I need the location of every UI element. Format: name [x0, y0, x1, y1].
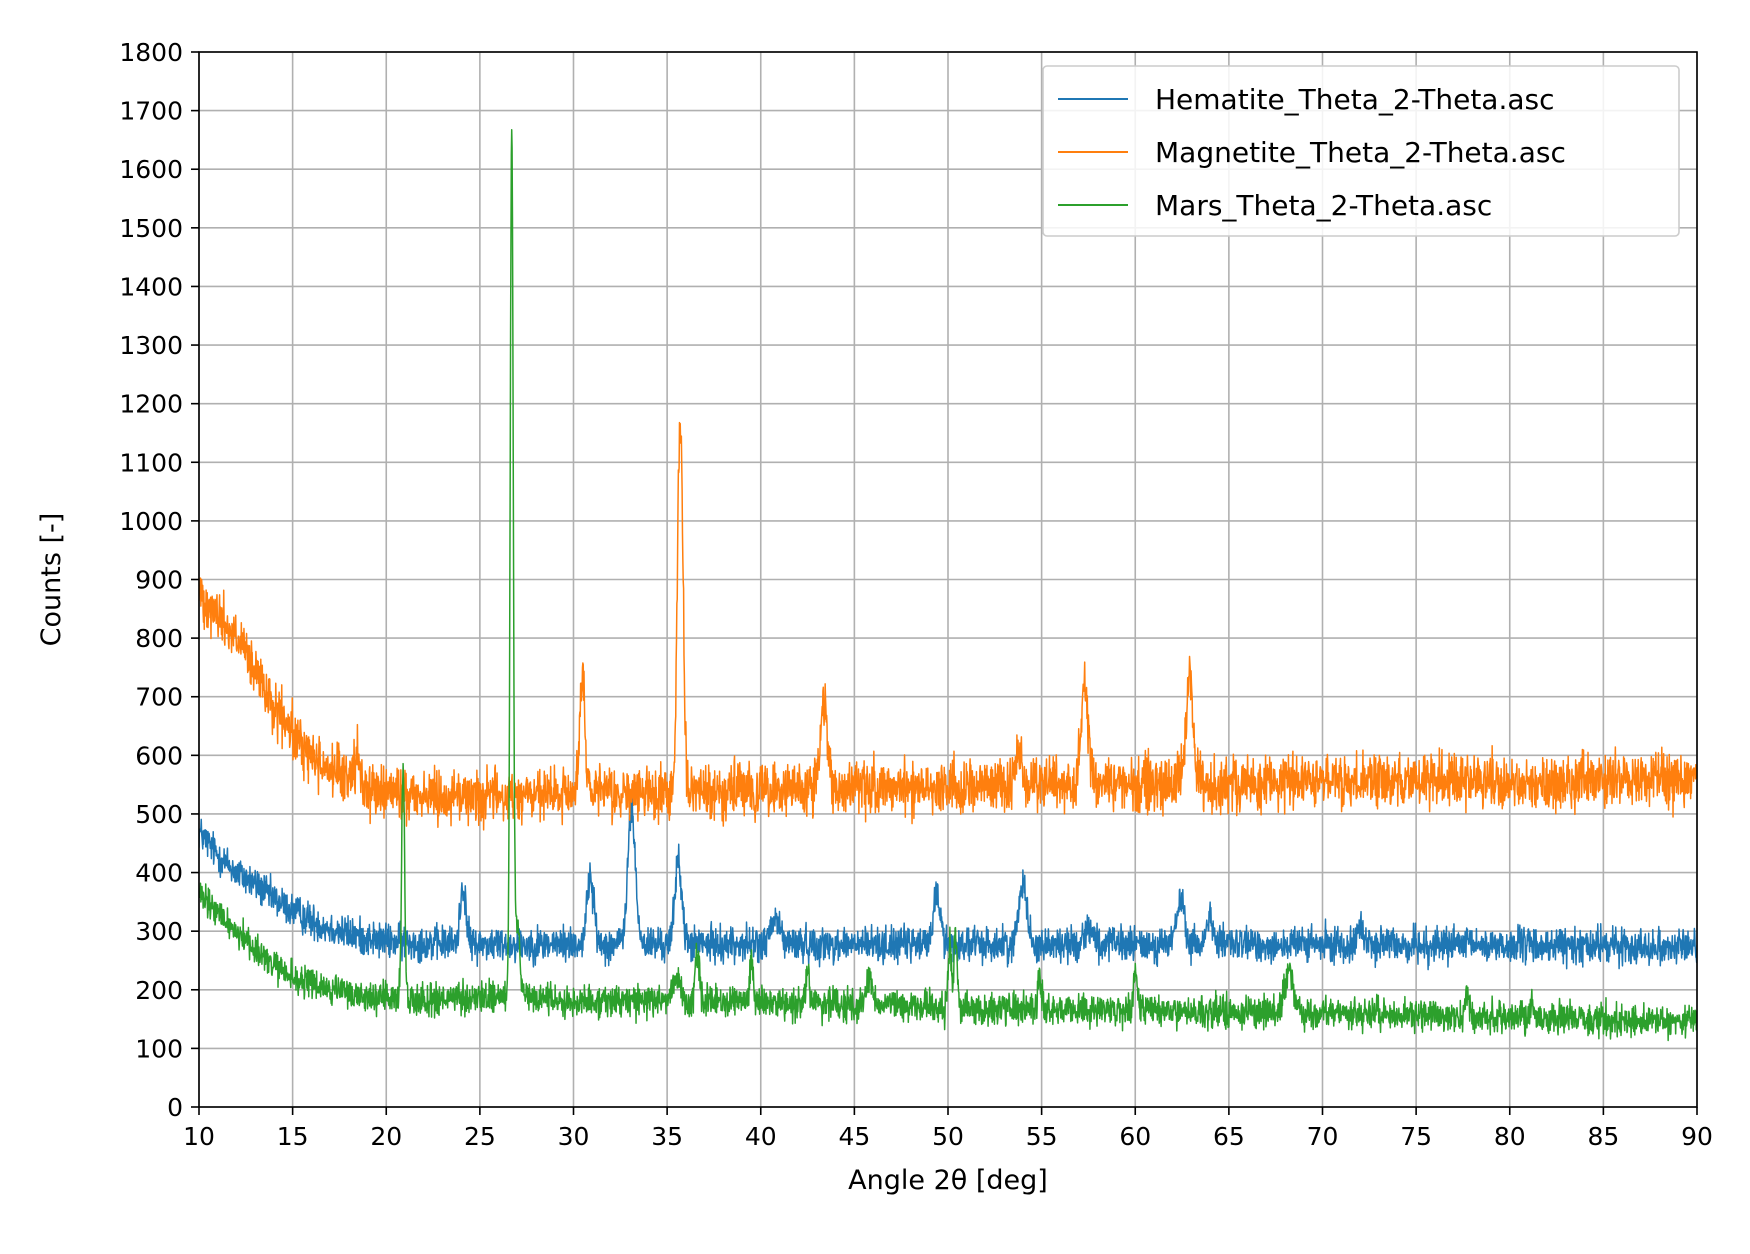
y-tick-label: 200: [135, 976, 183, 1005]
y-tick-label: 1500: [119, 214, 183, 243]
y-tick-label: 1200: [119, 390, 183, 419]
x-axis-label: Angle 2θ [deg]: [848, 1165, 1048, 1196]
series-line-2: [199, 129, 1697, 1042]
series-layer: [199, 129, 1697, 1042]
x-tick-label: 10: [183, 1122, 215, 1151]
series-line-0: [199, 790, 1697, 971]
legend-box: [1042, 65, 1680, 237]
x-tick-label: 70: [1307, 1122, 1339, 1151]
x-tick-label: 65: [1213, 1122, 1245, 1151]
x-tick-label: 80: [1494, 1122, 1526, 1151]
x-tick-label: 90: [1681, 1122, 1713, 1151]
y-tick-label: 300: [135, 917, 183, 946]
y-tick-label: 1000: [119, 507, 183, 536]
x-tick-label: 60: [1119, 1122, 1151, 1151]
x-tick-label: 30: [558, 1122, 590, 1151]
y-axis-label: Counts [-]: [36, 513, 67, 647]
x-tick-label: 35: [651, 1122, 683, 1151]
y-tick-label: 1400: [119, 272, 183, 301]
y-tick-label: 1300: [119, 331, 183, 360]
y-tick-label: 700: [135, 683, 183, 712]
y-tick-label: 1700: [119, 97, 183, 126]
tick-layer: 10 15 20 25 30 35 40 45 50 55 60 65 70 75 80 85 90010020…: [119, 38, 1713, 1151]
legend-label: Magnetite_Theta_2-Theta.asc: [1155, 136, 1566, 169]
legend-label: Mars_Theta_2-Theta.asc: [1155, 189, 1492, 222]
x-tick-label: 85: [1587, 1122, 1619, 1151]
y-tick-label: 0: [167, 1093, 183, 1122]
x-tick-label: 20: [370, 1122, 402, 1151]
y-tick-label: 400: [135, 859, 183, 888]
x-tick-label: 55: [1026, 1122, 1058, 1151]
y-tick-label: 1100: [119, 448, 183, 477]
x-tick-label: 75: [1400, 1122, 1432, 1151]
y-tick-label: 1800: [119, 38, 183, 67]
legend-label: Hematite_Theta_2-Theta.asc: [1155, 83, 1555, 116]
x-tick-label: 50: [932, 1122, 964, 1151]
y-tick-label: 1600: [119, 155, 183, 184]
x-tick-label: 40: [745, 1122, 777, 1151]
x-tick-label: 15: [277, 1122, 309, 1151]
legend: Hematite_Theta_2-Theta.asc Magnetite_Thet…: [1042, 65, 1680, 237]
y-tick-label: 800: [135, 624, 183, 653]
y-tick-label: 900: [135, 566, 183, 595]
y-tick-label: 600: [135, 741, 183, 770]
y-tick-label: 500: [135, 800, 183, 829]
y-tick-label: 100: [135, 1034, 183, 1063]
x-tick-label: 45: [838, 1122, 870, 1151]
x-tick-label: 25: [464, 1122, 496, 1151]
series-line-1: [199, 421, 1697, 831]
